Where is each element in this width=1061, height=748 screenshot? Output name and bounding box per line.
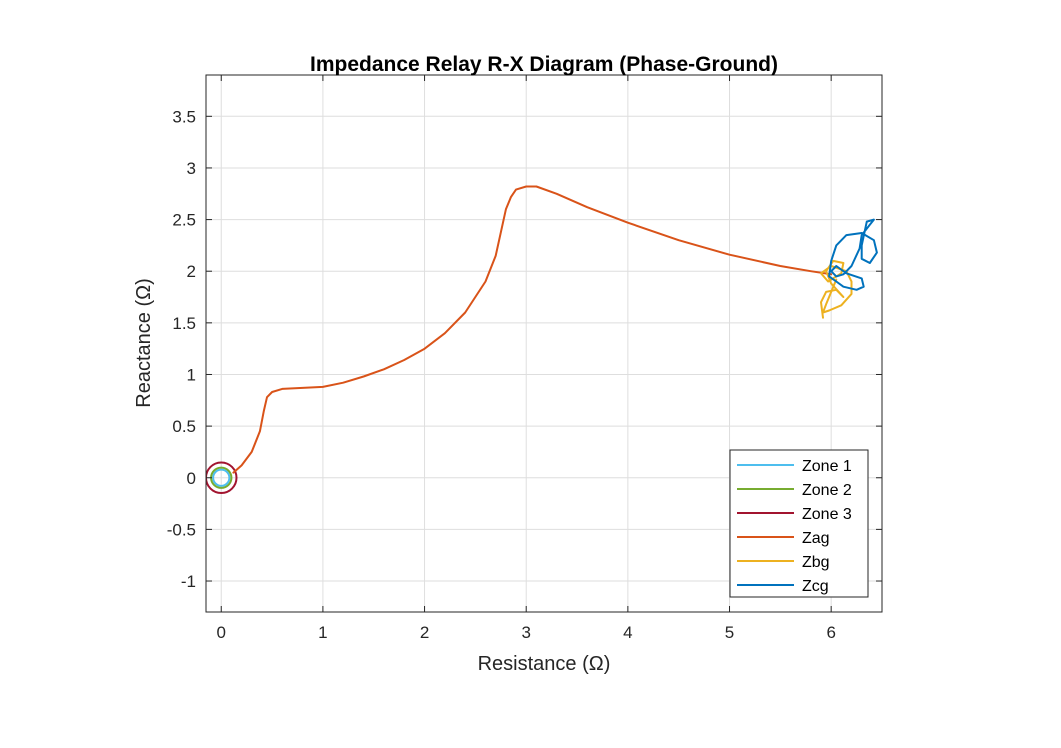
x-tick-label: 6 — [826, 623, 835, 642]
y-tick-label: 2 — [187, 262, 196, 281]
y-axis-label: Reactance (Ω) — [133, 278, 155, 407]
y-tick-label: 3.5 — [172, 107, 196, 126]
y-tick-label: -1 — [181, 572, 196, 591]
x-tick-label: 0 — [217, 623, 226, 642]
y-tick-label: 0 — [187, 469, 196, 488]
zcg-trace — [828, 218, 878, 291]
x-axis-label: Resistance (Ω) — [478, 653, 611, 675]
zone-1-circle — [212, 468, 231, 487]
zbg-trace — [820, 259, 853, 319]
x-tick-label: 4 — [623, 623, 632, 642]
plot-box — [205, 74, 883, 613]
legend-label-zone-2: Zone 2 — [802, 482, 852, 499]
zag-trace — [232, 185, 833, 474]
legend-box — [729, 449, 869, 598]
legend-label-zone-3: Zone 3 — [802, 506, 852, 523]
legend-label-zone-1: Zone 1 — [802, 458, 852, 475]
y-tick-label: 1.5 — [172, 314, 196, 333]
y-tick-label: 1 — [187, 365, 196, 384]
chart-title: Impedance Relay R-X Diagram (Phase-Groun… — [310, 53, 778, 76]
x-tick-label: 2 — [420, 623, 429, 642]
x-tick-label: 3 — [521, 623, 530, 642]
legend-label-zag: Zag — [802, 530, 830, 547]
x-tick-label: 1 — [318, 623, 327, 642]
y-tick-label: 2.5 — [172, 211, 196, 230]
axis-ticks: 0 1 2 3 4 5 6 -1 -0.5 0 0.5 1 1.5 2 2.5 3 3.5 — [167, 75, 882, 642]
legend-label-zcg: Zcg — [802, 578, 829, 595]
data-series — [206, 185, 878, 494]
zone-3-circle — [206, 461, 238, 494]
x-tick-label: 5 — [725, 623, 734, 642]
y-tick-label: -0.5 — [167, 520, 196, 539]
y-tick-label: 0.5 — [172, 417, 196, 436]
legend: Zone 1 Zone 2 Zone 3 Zag Zbg Zcg — [729, 449, 869, 598]
legend-label-zbg: Zbg — [802, 554, 830, 571]
y-tick-label: 3 — [187, 159, 196, 178]
